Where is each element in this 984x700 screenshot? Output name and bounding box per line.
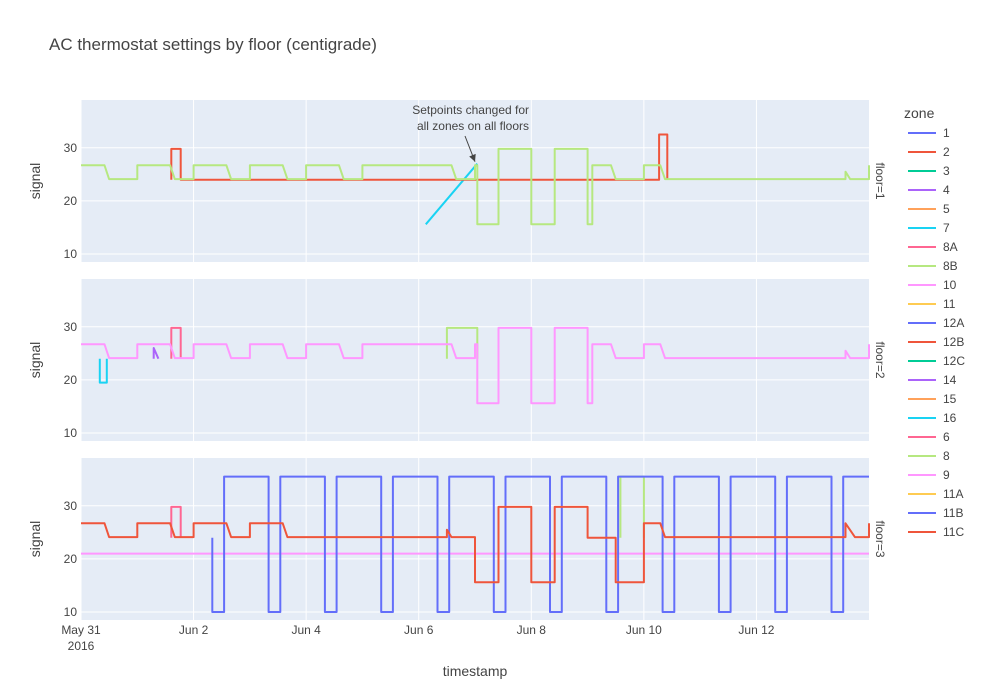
legend-label: 11A: [943, 487, 963, 501]
legend-label: 12A: [943, 316, 964, 330]
legend-label: 12B: [943, 335, 964, 349]
y-tick-label: 30: [64, 141, 78, 155]
facet-panel-3: 10 20 30 signal floor=3: [27, 458, 887, 620]
series-line-2[interactable]: [170, 133, 669, 181]
y-axis-title: signal: [27, 342, 43, 379]
legend-label: 8B: [943, 259, 958, 273]
facet-label: floor=3: [873, 520, 887, 557]
legend-label: 12C: [943, 354, 965, 368]
plot-background: [81, 279, 869, 441]
legend-label: 7: [943, 221, 950, 235]
y-tick-label: 10: [64, 605, 78, 619]
legend-item-5[interactable]: 5: [908, 202, 950, 216]
series-line-14[interactable]: [152, 347, 160, 360]
legend-item-8[interactable]: 8: [908, 449, 950, 463]
x-axis: May 31 2016 Jun 2 Jun 4 Jun 6 Jun 8 Jun 10 Jun …: [61, 623, 774, 653]
legend-label: 8: [943, 449, 950, 463]
legend-label: 4: [943, 183, 950, 197]
legend-label: 3: [943, 164, 950, 178]
x-tick-label: Jun 6: [404, 623, 434, 637]
legend-item-4[interactable]: 4: [908, 183, 950, 197]
x-tick-label: Jun 2: [179, 623, 209, 637]
legend-item-6[interactable]: 6: [908, 430, 950, 444]
legend-label: 14: [943, 373, 957, 387]
legend-label: 6: [943, 430, 950, 444]
facet-panel-2: 10 20 30 signal floor=2: [27, 279, 887, 441]
legend-label: 11: [943, 297, 956, 311]
chart-title: AC thermostat settings by floor (centigr…: [49, 35, 377, 54]
legend-label: 8A: [943, 240, 958, 254]
legend-label: 11B: [943, 506, 963, 520]
series-line-10[interactable]: [81, 326, 870, 405]
y-axis-title: signal: [27, 521, 43, 558]
legend-item-12B[interactable]: 12B: [908, 335, 964, 349]
legend-item-8A[interactable]: 8A: [908, 240, 958, 254]
x-tick-label: Jun 10: [626, 623, 662, 637]
legend-label: 11C: [943, 525, 964, 539]
legend-label: 1: [943, 126, 950, 140]
legend-label: 5: [943, 202, 950, 216]
series-line-6[interactable]: [170, 505, 182, 538]
series-line-8B[interactable]: [81, 147, 870, 226]
y-tick-label: 30: [64, 499, 78, 513]
legend-label: 10: [943, 278, 957, 292]
legend-title: zone: [904, 105, 935, 121]
legend-item-8B[interactable]: 8B: [908, 259, 958, 273]
facet-label: floor=2: [873, 341, 887, 378]
y-axis-title: signal: [27, 163, 43, 200]
legend-item-15[interactable]: 15: [908, 392, 957, 406]
y-tick-label: 10: [64, 247, 78, 261]
y-tick-label: 20: [64, 373, 78, 387]
series-line-16[interactable]: [98, 358, 108, 384]
legend-item-3[interactable]: 3: [908, 164, 950, 178]
series-line-6[interactable]: [170, 326, 182, 359]
legend-item-12A[interactable]: 12A: [908, 316, 964, 330]
x-tick-label: May 31: [61, 623, 101, 637]
x-tick-sublabel: 2016: [68, 639, 95, 653]
legend[interactable]: zone 1 2 3 4 5 7 8A 8B 10 11 12A 12B 12C 14 15 16 6 8 9 11A…: [904, 105, 965, 539]
x-tick-label: Jun 12: [738, 623, 774, 637]
legend-item-7[interactable]: 7: [908, 221, 950, 235]
legend-item-12C[interactable]: 12C: [908, 354, 965, 368]
legend-item-16[interactable]: 16: [908, 411, 957, 425]
annotation-arrowhead: [469, 153, 476, 162]
annotation-text-line: Setpoints changed for: [412, 103, 529, 117]
series-line-7[interactable]: [425, 163, 479, 225]
legend-item-11[interactable]: 11: [908, 297, 956, 311]
series-line-11C[interactable]: [81, 505, 870, 584]
legend-label: 2: [943, 145, 950, 159]
facet-panel-1: 10 20 30 signal floor=1: [27, 100, 887, 262]
legend-item-11C[interactable]: 11C: [908, 525, 964, 539]
facet-label: floor=1: [873, 162, 887, 199]
y-tick-label: 10: [64, 426, 78, 440]
legend-item-9[interactable]: 9: [908, 468, 950, 482]
legend-label: 15: [943, 392, 957, 406]
legend-item-11A[interactable]: 11A: [908, 487, 963, 501]
plot-background: [81, 100, 869, 262]
x-tick-label: Jun 8: [517, 623, 547, 637]
legend-item-11B[interactable]: 11B: [908, 506, 963, 520]
legend-item-14[interactable]: 14: [908, 373, 957, 387]
y-tick-label: 30: [64, 320, 78, 334]
y-tick-label: 20: [64, 194, 78, 208]
legend-item-1[interactable]: 1: [908, 126, 950, 140]
annotation: Setpoints changed for all zones on all fl…: [412, 103, 529, 162]
x-axis-title: timestamp: [443, 663, 508, 679]
series-line-11B[interactable]: [211, 475, 869, 613]
y-tick-label: 20: [64, 552, 78, 566]
annotation-text-line: all zones on all floors: [417, 119, 529, 133]
legend-label: 16: [943, 411, 957, 425]
x-tick-label: Jun 4: [291, 623, 321, 637]
legend-label: 9: [943, 468, 950, 482]
legend-item-10[interactable]: 10: [908, 278, 957, 292]
legend-item-2[interactable]: 2: [908, 145, 950, 159]
